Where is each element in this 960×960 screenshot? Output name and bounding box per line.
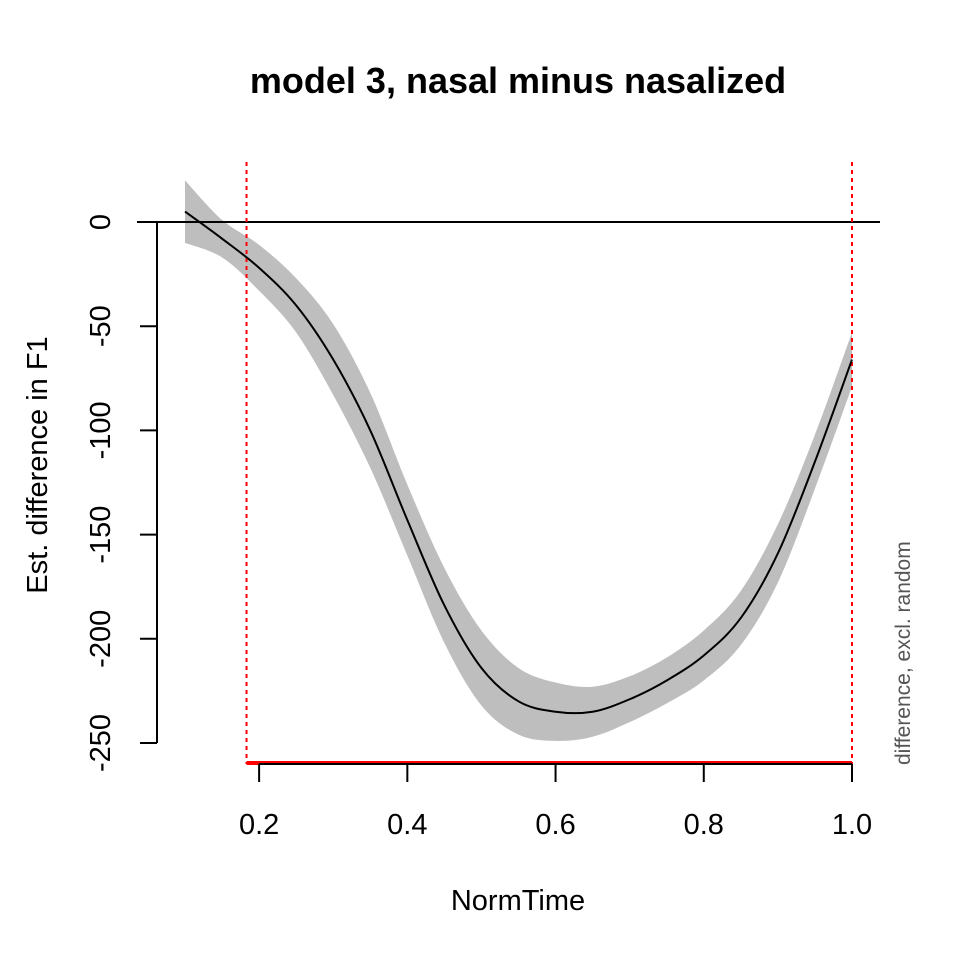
- y-tick-label: -150: [85, 506, 117, 564]
- x-tick-label: 0.2: [239, 809, 279, 841]
- y-tick-label: 0: [85, 214, 117, 230]
- confidence-band-layer: [185, 180, 852, 741]
- difference-line-layer: [184, 210, 853, 715]
- y-tick-label: -50: [85, 305, 117, 347]
- difference-line: [184, 210, 853, 715]
- x-tick-label: 1.0: [832, 809, 872, 841]
- y-tick-label: -250: [85, 714, 117, 772]
- side-note: difference, excl. random: [892, 541, 915, 765]
- axes-layer: 0 -50 -100 -150 -200 -250 0.2 0.4 0.6 0.8 1.0: [85, 214, 872, 841]
- chart-title: model 3, nasal minus nasalized: [250, 60, 786, 101]
- x-tick-label: 0.8: [684, 809, 724, 841]
- y-tick-label: -200: [85, 610, 117, 668]
- x-tick-label: 0.4: [387, 809, 427, 841]
- y-tick-label: -100: [85, 401, 117, 459]
- x-tick-label: 0.6: [535, 809, 575, 841]
- y-axis-label: Est. difference in F1: [22, 336, 54, 593]
- significance-layer: [245, 162, 853, 765]
- x-axis-label: NormTime: [451, 885, 585, 917]
- confidence-band: [185, 180, 852, 741]
